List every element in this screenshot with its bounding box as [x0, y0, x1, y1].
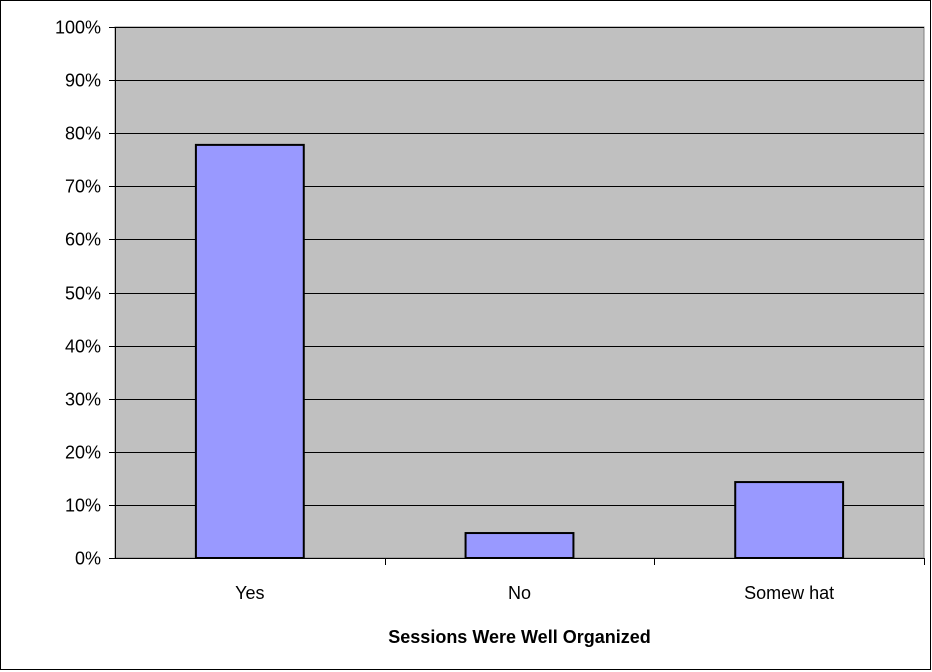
- x-tick-label: No: [508, 583, 531, 603]
- y-tick-label: 40%: [65, 337, 101, 357]
- y-tick-label: 50%: [65, 284, 101, 304]
- bar-yes: [194, 143, 305, 560]
- y-tick-label: 80%: [65, 124, 101, 144]
- y-tick-label: 60%: [65, 230, 101, 250]
- x-tick-label: Somew hat: [744, 583, 834, 603]
- axes: [109, 27, 925, 565]
- x-axis-label: Sessions Were Well Organized: [388, 627, 650, 647]
- y-tick-label: 30%: [65, 390, 101, 410]
- y-tick-label: 90%: [65, 71, 101, 91]
- x-tick-label: Yes: [235, 583, 264, 603]
- y-tick-label: 0%: [75, 549, 101, 569]
- bar-no: [464, 532, 575, 560]
- y-tick-label: 10%: [65, 496, 101, 516]
- y-tick-labels: 0% 10% 20% 30% 40% 50% 60% 70% 80% 90% 100%: [55, 18, 101, 569]
- x-tick-labels: Yes No Somew hat: [235, 583, 834, 603]
- y-tick-label: 20%: [65, 443, 101, 463]
- y-tick-label: 100%: [55, 18, 101, 38]
- bar-somew-hat: [734, 481, 845, 559]
- y-tick-label: 70%: [65, 177, 101, 197]
